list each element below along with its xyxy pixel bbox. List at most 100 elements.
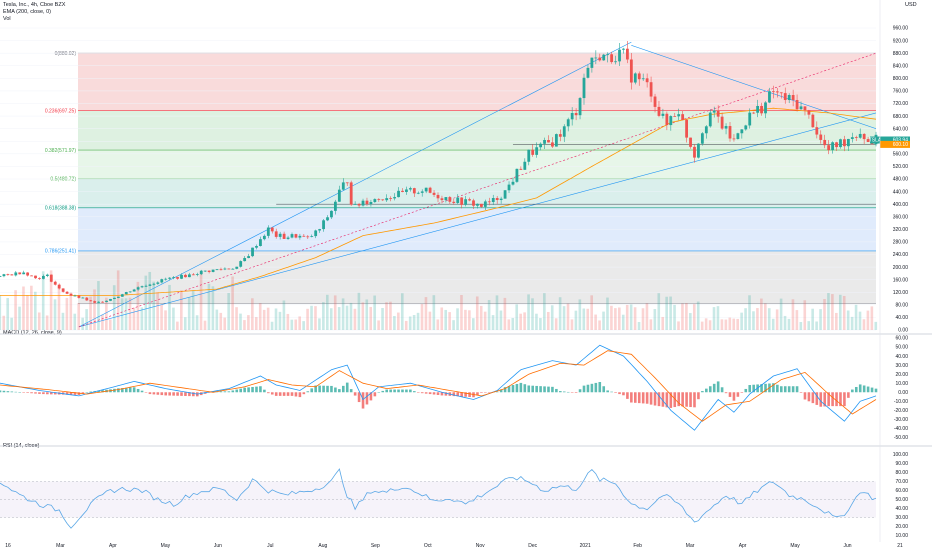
candle-body — [310, 236, 314, 237]
macd-histogram-bar — [314, 385, 317, 393]
volume-bar — [286, 313, 290, 330]
volume-bar — [369, 306, 373, 330]
candle-body — [720, 116, 724, 129]
candle-body — [322, 220, 325, 230]
macd-histogram-bar — [764, 383, 767, 393]
candle-body — [748, 112, 752, 126]
fib-band — [78, 150, 876, 179]
candle-body — [645, 78, 649, 83]
candle-body — [357, 203, 361, 206]
volume-bar — [740, 312, 743, 330]
macd-histogram-bar — [270, 392, 274, 395]
volume-bar — [767, 308, 771, 330]
fib-level-label: 0(880.02) — [55, 51, 77, 57]
fib-level-label: 0.618(388.38) — [45, 206, 76, 212]
macd-histogram-bar — [495, 391, 499, 393]
macd-histogram-bar — [2, 390, 6, 393]
volume-bar — [827, 293, 830, 330]
time-tick-label: May — [161, 543, 171, 549]
candle-body — [6, 274, 10, 276]
macd-histogram-bar — [160, 392, 164, 396]
volume-bar — [590, 295, 593, 330]
candle-body — [756, 105, 760, 113]
time-tick-label: May — [790, 543, 800, 549]
macd-histogram-bar — [669, 392, 673, 408]
volume-bar — [708, 320, 712, 330]
macd-histogram-bar — [18, 392, 22, 393]
candle-body — [408, 188, 412, 190]
candle-body — [637, 73, 641, 80]
candle-body — [302, 235, 306, 237]
candle-body — [53, 281, 57, 285]
volume-bar — [345, 305, 349, 330]
candle-body — [168, 277, 172, 279]
candle-body — [428, 187, 432, 193]
candle-body — [113, 297, 116, 299]
volume-bar — [172, 307, 175, 330]
candle-body — [298, 235, 302, 238]
volume-bar — [602, 311, 605, 330]
macd-histogram-bar — [413, 391, 416, 393]
macd-histogram-bar — [819, 392, 823, 407]
volume-bar — [724, 319, 728, 330]
candle-body — [314, 230, 318, 237]
macd-histogram-bar — [207, 392, 211, 393]
volume-bar — [582, 308, 586, 330]
candle-body — [835, 142, 838, 148]
fib-band — [78, 250, 876, 304]
volume-bar — [223, 317, 227, 330]
volume-bar — [136, 281, 140, 330]
fib-level-label: 0.786(251.41) — [45, 249, 76, 255]
volume-bar — [874, 321, 878, 330]
price-tick-label: 120.00 — [893, 290, 909, 296]
candle-body — [448, 197, 452, 202]
candle-body — [681, 114, 685, 120]
candle-body — [732, 138, 736, 140]
candle-body — [472, 200, 475, 206]
macd-histogram-bar — [192, 392, 195, 397]
macd-histogram-bar — [562, 391, 566, 393]
volume-bar — [578, 299, 582, 330]
candle-body — [160, 279, 164, 283]
macd-histogram-bar — [460, 392, 463, 397]
candle-body — [815, 127, 819, 135]
candle-body — [77, 295, 81, 298]
time-tick-label: Jul — [267, 543, 273, 549]
volume-bar — [412, 315, 416, 330]
candle-body — [156, 282, 160, 284]
macd-histogram-bar — [712, 383, 716, 393]
volume-bar — [554, 318, 558, 330]
volume-bar — [199, 273, 203, 330]
price-tag-ticker-bg — [870, 136, 880, 144]
candle-body — [531, 149, 535, 155]
macd-histogram-bar — [503, 387, 507, 393]
volume-bar — [0, 295, 2, 330]
volume-bar — [195, 315, 199, 330]
candle-body — [191, 274, 195, 276]
price-tick-label: 640.00 — [893, 126, 909, 132]
candle-body — [787, 95, 791, 101]
macd-histogram-bar — [468, 392, 471, 398]
volume-bar — [787, 318, 791, 330]
macd-histogram-bar — [626, 392, 629, 399]
macd-histogram-bar — [77, 392, 81, 395]
macd-histogram-bar — [610, 391, 613, 393]
macd-histogram-bar — [263, 389, 266, 393]
macd-histogram-bar — [519, 382, 523, 393]
candle-body — [140, 286, 144, 288]
volume-bar — [168, 284, 171, 330]
macd-histogram-bar — [306, 391, 310, 393]
volume-bar — [108, 319, 112, 330]
candle-body — [839, 139, 842, 148]
candle-body — [657, 106, 661, 116]
volume-bar — [2, 315, 6, 330]
candle-body — [349, 182, 353, 205]
macd-histogram-bar — [590, 383, 594, 393]
macd-histogram-bar — [436, 392, 440, 395]
macd-histogram-bar — [357, 392, 361, 403]
macd-histogram-bar — [176, 392, 179, 396]
volume-bar — [539, 318, 542, 330]
macd-histogram-bar — [574, 392, 578, 393]
volume-bar — [799, 321, 803, 330]
